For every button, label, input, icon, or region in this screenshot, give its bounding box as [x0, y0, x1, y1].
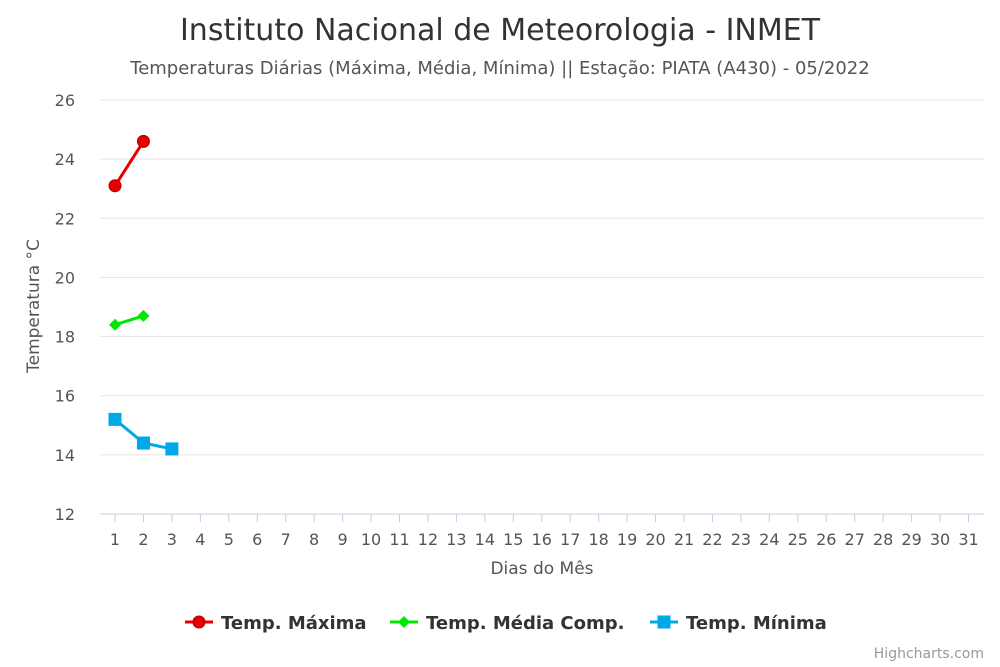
x-tick-label: 8 — [309, 530, 319, 549]
legend-symbol[interactable] — [192, 615, 206, 629]
grid-lines — [100, 99, 984, 515]
x-tick-label: 24 — [759, 530, 779, 549]
y-tick-label: 18 — [55, 328, 75, 347]
y-tick-label: 26 — [55, 91, 75, 110]
x-tick-label: 20 — [645, 530, 665, 549]
series-line[interactable] — [114, 314, 144, 327]
data-point[interactable] — [109, 318, 121, 331]
legend-label: Temp. Média Comp. — [426, 613, 624, 634]
x-tick-label: 11 — [389, 530, 409, 549]
x-tick-label: 14 — [475, 530, 495, 549]
x-axis-label: Dias do Mês — [490, 559, 593, 579]
x-tick-label: 23 — [731, 530, 751, 549]
x-axis: 1 2 3 4 5 6 7 8 9 10 11 12 13 14 15 16 17 18 19 20 21 22 23 24 2… — [110, 514, 979, 549]
data-point[interactable] — [136, 436, 150, 450]
chart-subtitle: Temperaturas Diárias (Máxima, Média, Mín… — [129, 58, 869, 79]
x-tick-label: 18 — [588, 530, 608, 549]
x-tick-label: 27 — [845, 530, 865, 549]
data-point[interactable] — [108, 179, 122, 193]
series-3 — [108, 412, 179, 456]
x-tick-label: 21 — [674, 530, 694, 549]
legend-label: Temp. Máxima — [221, 613, 367, 634]
x-tick-label: 16 — [532, 530, 552, 549]
y-tick-label: 16 — [55, 387, 75, 406]
x-tick-label: 31 — [958, 530, 978, 549]
legend-symbol[interactable] — [657, 615, 671, 629]
x-tick-label: 22 — [702, 530, 722, 549]
legend-item-2[interactable]: Temp. Média Comp. — [390, 613, 624, 634]
legend: Temp. Máxima Temp. Média Comp. Temp. Mínim… — [185, 613, 827, 634]
y-axis-ticks: 12 14 16 18 20 22 24 26 — [55, 91, 75, 524]
x-tick-label: 13 — [446, 530, 466, 549]
x-tick-label: 15 — [503, 530, 523, 549]
x-tick-label: 4 — [195, 530, 205, 549]
x-tick-label: 29 — [901, 530, 921, 549]
y-tick-label: 22 — [55, 209, 75, 228]
credits[interactable]: Highcharts.com — [874, 646, 984, 662]
data-point[interactable] — [165, 442, 179, 456]
series-line[interactable] — [113, 140, 145, 187]
x-tick-label: 12 — [418, 530, 438, 549]
series-1 — [108, 134, 150, 193]
legend-symbol[interactable] — [398, 616, 410, 628]
x-tick-label: 6 — [252, 530, 262, 549]
x-tick-label: 19 — [617, 530, 637, 549]
x-tick-label: 30 — [930, 530, 950, 549]
legend-label: Temp. Mínima — [686, 613, 827, 634]
legend-item-3[interactable]: Temp. Mínima — [650, 613, 827, 634]
x-tick-label: 28 — [873, 530, 893, 549]
chart-title: Instituto Nacional de Meteorologia - INM… — [180, 13, 821, 48]
x-tick-label: 26 — [816, 530, 836, 549]
x-tick-label: 10 — [361, 530, 381, 549]
data-point[interactable] — [137, 309, 150, 322]
x-tick-label: 9 — [338, 530, 348, 549]
legend-item-1[interactable]: Temp. Máxima — [185, 613, 367, 634]
series-2 — [109, 309, 150, 331]
x-tick-label: 25 — [788, 530, 808, 549]
y-tick-label: 14 — [55, 446, 75, 465]
x-tick-label: 1 — [110, 530, 120, 549]
data-point[interactable] — [108, 412, 122, 426]
x-tick-label: 7 — [281, 530, 291, 549]
y-axis-label: Temperatura °C — [24, 239, 44, 374]
series-layer — [108, 134, 179, 456]
x-tick-label: 2 — [138, 530, 148, 549]
x-tick-label: 17 — [560, 530, 580, 549]
y-tick-label: 12 — [55, 505, 75, 524]
y-tick-label: 20 — [55, 268, 75, 287]
x-tick-label: 5 — [224, 530, 234, 549]
y-tick-label: 24 — [55, 150, 75, 169]
data-point[interactable] — [136, 134, 150, 148]
x-tick-label: 3 — [167, 530, 177, 549]
